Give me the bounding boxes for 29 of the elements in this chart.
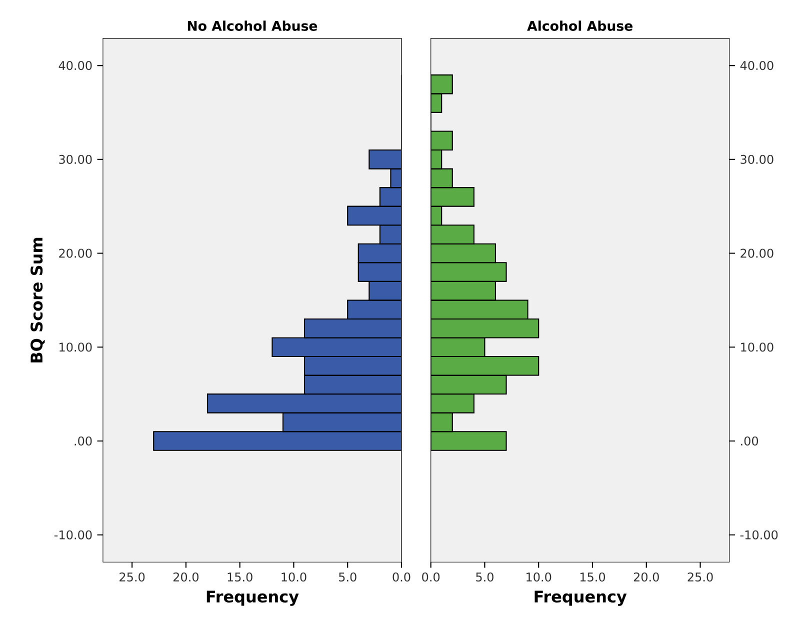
y-tick-label: -10.00 [54,530,92,540]
chart-title: Alcohol Abuse [527,20,633,31]
x-tick-label: 25.0 [688,572,713,582]
y-tick-label: 10.00 [741,342,774,352]
x-tick-label: 10.0 [526,572,552,582]
x-tick-label: 25.0 [120,572,145,582]
y-tick-label: .00 [74,436,92,446]
x-tick-label: 10.0 [282,572,306,582]
x-tick-label: 0.0 [392,572,410,582]
x-tick-label: 20.0 [173,572,198,582]
y-tick-label: 20.00 [740,248,774,258]
x-tick-label: 0.0 [422,572,440,582]
x-tick-label: 15.0 [228,572,252,582]
y-tick-label: 40.00 [58,60,92,70]
chart-title: No Alcohol Abuse [188,20,318,31]
x-tick-label: 15.0 [580,572,606,582]
x-axis-title: Frequency [206,590,299,606]
y-tick-label: 20.00 [59,248,92,258]
y-tick-label: 40.00 [740,60,774,70]
y-tick-label: 30.00 [740,154,774,164]
x-tick-label: 20.0 [634,572,659,582]
y-tick-label: 10.00 [60,342,92,352]
x-axis-title: Frequency [534,590,627,606]
y-axis-title: BQ Score Sum [30,238,45,362]
x-tick-label: 5.0 [476,572,494,582]
x-tick-label: 5.0 [338,572,356,582]
y-tick-label: .00 [741,436,758,446]
y-tick-label: 30.00 [59,154,92,164]
y-tick-label: -10.00 [740,530,778,540]
